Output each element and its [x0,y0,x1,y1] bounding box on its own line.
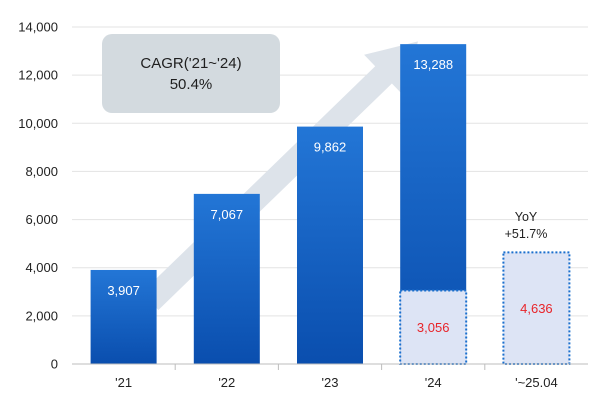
bar-value-label: 3,907 [107,283,140,298]
x-tick-label: '24 [425,375,442,390]
y-tick-label: 2,000 [25,308,58,323]
labels: 0 2,000 4,000 6,000 8,000 10,000 12,000 14,000 3… [18,20,557,391]
bars [90,44,571,366]
bar-1 [193,193,260,364]
highlight-value-label: 3,056 [417,320,450,335]
y-tick-label: 10,000 [18,116,58,131]
bar-4 [502,251,571,366]
bar-2 [297,126,363,364]
axes [72,363,588,370]
x-tick-label: '23 [322,375,339,390]
yoy-annotation: YoY +51.7% [505,210,548,241]
cagr-box [102,34,280,113]
y-tick-label: 14,000 [18,20,58,35]
y-tick-label: 8,000 [25,164,58,179]
x-tick-label: '~25.04 [515,375,558,390]
yoy-value: +51.7% [505,227,548,241]
y-tick-label: 6,000 [25,212,58,227]
cagr-callout: CAGR('21~'24) 50.4% [102,34,280,113]
cagr-value: 50.4% [170,76,213,93]
bar-value-label: 9,862 [314,140,347,155]
cagr-label: CAGR('21~'24) [140,55,241,72]
yoy-label: YoY [515,210,538,224]
y-tick-label: 0 [51,357,58,372]
y-tick-label: 12,000 [18,68,58,83]
x-tick-label: '22 [218,375,235,390]
x-tick-label: '21 [115,375,132,390]
bar-value-label: 7,067 [211,207,244,222]
bar-0 [90,269,157,364]
y-tick-label: 4,000 [25,260,58,275]
bar-value-label: 13,288 [413,57,453,72]
bar-value-label: 4,636 [520,301,553,316]
